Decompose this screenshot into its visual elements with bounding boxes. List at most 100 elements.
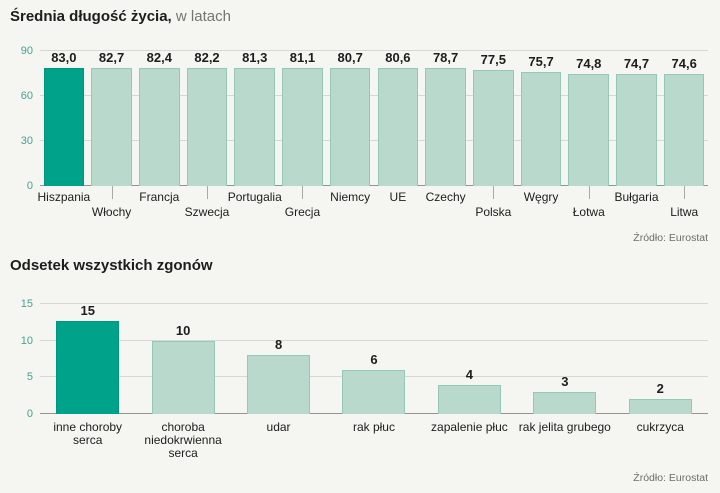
bar-category-label: udar (266, 420, 291, 434)
bar (628, 399, 692, 414)
bar-group: 74,8 Łotwa (565, 51, 613, 219)
bar-value-label: 82,4 (146, 50, 172, 65)
bar-category-label: Czechy (425, 190, 466, 204)
gridline (40, 50, 708, 51)
bar (282, 68, 323, 186)
bar-group: 81,1 Grecja (279, 50, 327, 219)
bar-category-label: Portugalia (227, 190, 282, 204)
bar-value-label: 82,2 (194, 50, 220, 65)
label-tick (493, 186, 495, 199)
bar-group: 82,2 Szwecja (183, 50, 231, 219)
y-axis-tick: 0 (26, 408, 33, 420)
bar-group: 75,7 Węgry (517, 51, 565, 204)
bar-group: 82,7 Włochy (88, 50, 136, 219)
bar-value-label: 6 (370, 352, 378, 367)
bar (342, 370, 406, 414)
bar-value-label: 4 (465, 366, 474, 382)
bar-value-label: 74,7 (623, 55, 650, 71)
bar (139, 68, 180, 186)
gridline (40, 95, 708, 96)
bar (533, 392, 597, 414)
bar-group: 10 choroba niedokrwienna serca (135, 304, 230, 459)
y-axis-tick: 90 (20, 45, 33, 57)
bar-category-label: rak płuc (352, 420, 395, 434)
bar-category-label: Włochy (91, 205, 132, 219)
bar (329, 68, 371, 186)
bar-group: 82,4 Francja (135, 50, 183, 204)
bar-value-label: 74,6 (671, 56, 697, 72)
bar-value-label: 77,5 (480, 51, 506, 67)
bars-row: 83,0 Hiszpania 82,7 Włochy 82,4 Francja 82,2 Sz… (38, 50, 708, 219)
bar-group: 15 inne choroby serca (40, 304, 135, 447)
bar-category-label: Niemcy (330, 190, 371, 204)
bar (377, 68, 419, 186)
bar-group: 78,7 Czechy (422, 50, 470, 204)
bar (568, 73, 610, 186)
bar-value-label: 82,7 (98, 50, 125, 65)
bar-category-label: UE (389, 190, 407, 204)
y-axis-tick: 5 (26, 371, 33, 384)
bars-row: 15 inne choroby serca 10 choroba niedokrwie… (40, 304, 708, 460)
bar-value-label: 10 (175, 322, 191, 338)
bar (91, 68, 132, 186)
chart-title-text: Odsetek wszystkich zgonów (10, 257, 213, 274)
bar-category-label: rak jelita grubego (518, 420, 611, 434)
chart-title: Średnia długość życia, w latach (10, 8, 708, 25)
causes-of-death-section: Odsetek wszystkich zgonów 15 inne choroby… (10, 257, 708, 485)
chart-title-text: Średnia długość życia, (10, 8, 172, 25)
bar (186, 68, 228, 186)
bar-value-label: 74,8 (576, 55, 602, 71)
bar-category-label: Hiszpania (37, 190, 91, 204)
bar (425, 68, 466, 186)
label-tick (588, 186, 590, 199)
chart-subtitle-text: w latach (175, 8, 231, 25)
bar (663, 74, 705, 186)
bar-group: 83,0 Hiszpania (38, 51, 91, 204)
bar-category-label: Litwa (670, 205, 699, 219)
bar-value-label: 81,1 (289, 50, 316, 65)
bar-value-label: 78,7 (432, 50, 459, 65)
bar-category-label: Grecja (284, 205, 321, 219)
bar-highlight (43, 68, 85, 186)
bar-group: 2 cukrzyca (613, 304, 708, 434)
gridline (40, 303, 708, 304)
bar-category-label: Węgry (523, 190, 559, 204)
bar-value-label: 3 (561, 374, 569, 389)
bar-group: 80,6 UE (374, 50, 422, 204)
bar (437, 384, 501, 414)
bar-group: 77,5 Polska (469, 51, 517, 219)
bar-value-label: 81,3 (242, 50, 268, 65)
bar-group: 4 zapalenie płuc (422, 304, 517, 433)
bar (520, 72, 562, 186)
source-note: Źródło: Eurostat (633, 232, 708, 244)
bar-group: 80,7 Niemcy (326, 50, 374, 204)
source-note: Źródło: Eurostat (633, 472, 708, 484)
bar-group: 6 rak płuc (326, 304, 421, 434)
life-expectancy-plot: 83,0 Hiszpania 82,7 Włochy 82,4 Francja 82,2 Sz… (21, 45, 708, 219)
label-tick (207, 186, 209, 199)
bar-group: 8 udar (231, 304, 326, 434)
bar-category-label: choroba niedokrwienna serca (144, 420, 222, 460)
bar-value-label: 80,7 (337, 50, 363, 65)
bar (473, 69, 514, 186)
y-axis-tick: 15 (20, 298, 33, 310)
bar-group: 81,3 Portugalia (228, 50, 282, 204)
bar-value-label: 80,6 (385, 50, 411, 65)
bar-group: 74,6 Litwa (660, 51, 708, 219)
label-tick (111, 186, 113, 199)
label-tick (684, 186, 686, 199)
bar (247, 355, 311, 414)
bar (616, 73, 657, 186)
bar-category-label: Szwecja (184, 205, 230, 219)
life-expectancy-section: Średnia długość życia, w latach 83,0 Hisz… (10, 8, 708, 245)
bar-highlight (56, 321, 120, 414)
bar (151, 340, 215, 414)
gridline (40, 339, 708, 341)
bar (234, 68, 275, 186)
bar-value-label: 75,7 (528, 54, 554, 70)
chart-title: Odsetek wszystkich zgonów (10, 257, 708, 274)
x-axis-baseline (40, 185, 708, 186)
infographic-page: Średnia długość życia, w latach 83,0 Hisz… (10, 8, 708, 485)
bar-value-label: 8 (274, 337, 283, 353)
y-axis-tick: 0 (26, 180, 33, 192)
